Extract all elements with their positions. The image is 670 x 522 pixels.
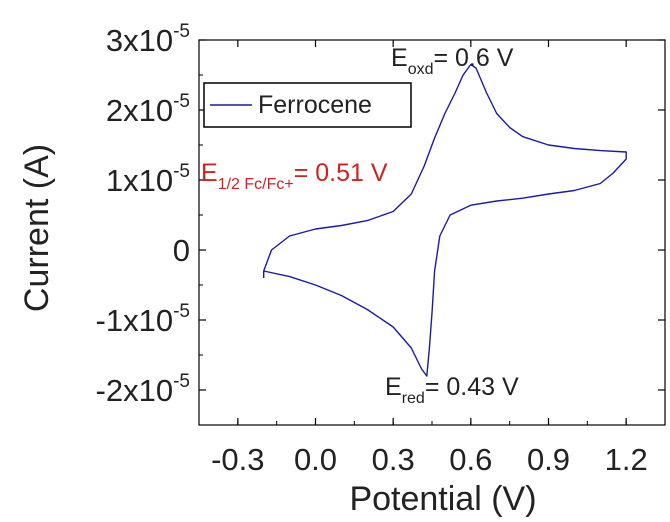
legend: Ferrocene [203, 82, 412, 128]
annotation-e-oxd-sub: oxd [408, 61, 434, 78]
y-tick-mantissa: -2x10 [96, 373, 174, 408]
x-tick-label: 1.2 [605, 442, 648, 477]
annotation-e-oxd-value: = 0.6 V [433, 44, 513, 72]
annotation-e-red: Ered= 0.43 V [385, 373, 519, 407]
annotation-e-oxd: Eoxd= 0.6 V [391, 44, 514, 78]
y-tick-label: 0 [173, 233, 190, 268]
x-tick-label: -0.3 [211, 442, 264, 477]
series-lines [263, 63, 627, 377]
y-tick-label: -1x10-5 [96, 301, 190, 338]
y-tick-mantissa: 0 [173, 233, 190, 268]
x-tick-label: 0.3 [372, 442, 415, 477]
annotation-e-half-main: E [201, 159, 218, 187]
annotation-e-half-value: = 0.51 V [294, 159, 388, 187]
annotation-e-red-main: E [385, 373, 402, 401]
y-tick-label: 3x10-5 [106, 21, 190, 58]
y-tick-mantissa: -1x10 [96, 303, 174, 338]
series-line-ferrocene [263, 63, 627, 377]
x-tick-label: 0.9 [527, 442, 570, 477]
y-tick-exponent: -5 [173, 161, 190, 182]
annotation-e-red-sub: red [402, 390, 425, 407]
x-tick-label: 0.6 [449, 442, 492, 477]
annotation-e-half-sub: 1/2 Fc/Fc+ [218, 176, 294, 193]
annotation-e-red-value: = 0.43 V [425, 373, 519, 401]
y-tick-label: -2x10-5 [96, 371, 190, 408]
y-tick-exponent: -5 [173, 301, 190, 322]
y-tick-exponent: -5 [173, 21, 190, 42]
y-tick-label: 1x10-5 [106, 161, 190, 198]
x-axis-ticks: -0.3 0.0 0.3 0.6 0.9 1.2 [198, 40, 666, 477]
y-tick-exponent: -5 [173, 91, 190, 112]
x-axis-label: Potential (V) [349, 480, 536, 518]
legend-label-ferrocene: Ferrocene [258, 91, 372, 119]
y-tick-label: 2x10-5 [106, 91, 190, 128]
x-tick-label: 0.0 [294, 442, 337, 477]
annotation-e-half: E1/2 Fc/Fc+= 0.51 V [201, 159, 388, 193]
y-tick-mantissa: 1x10 [106, 163, 173, 198]
annotation-e-oxd-main: E [391, 44, 408, 72]
y-tick-mantissa: 2x10 [106, 93, 173, 128]
y-tick-exponent: -5 [173, 371, 190, 392]
y-axis-label: Current (A) [18, 144, 56, 312]
y-tick-mantissa: 3x10 [106, 23, 173, 58]
